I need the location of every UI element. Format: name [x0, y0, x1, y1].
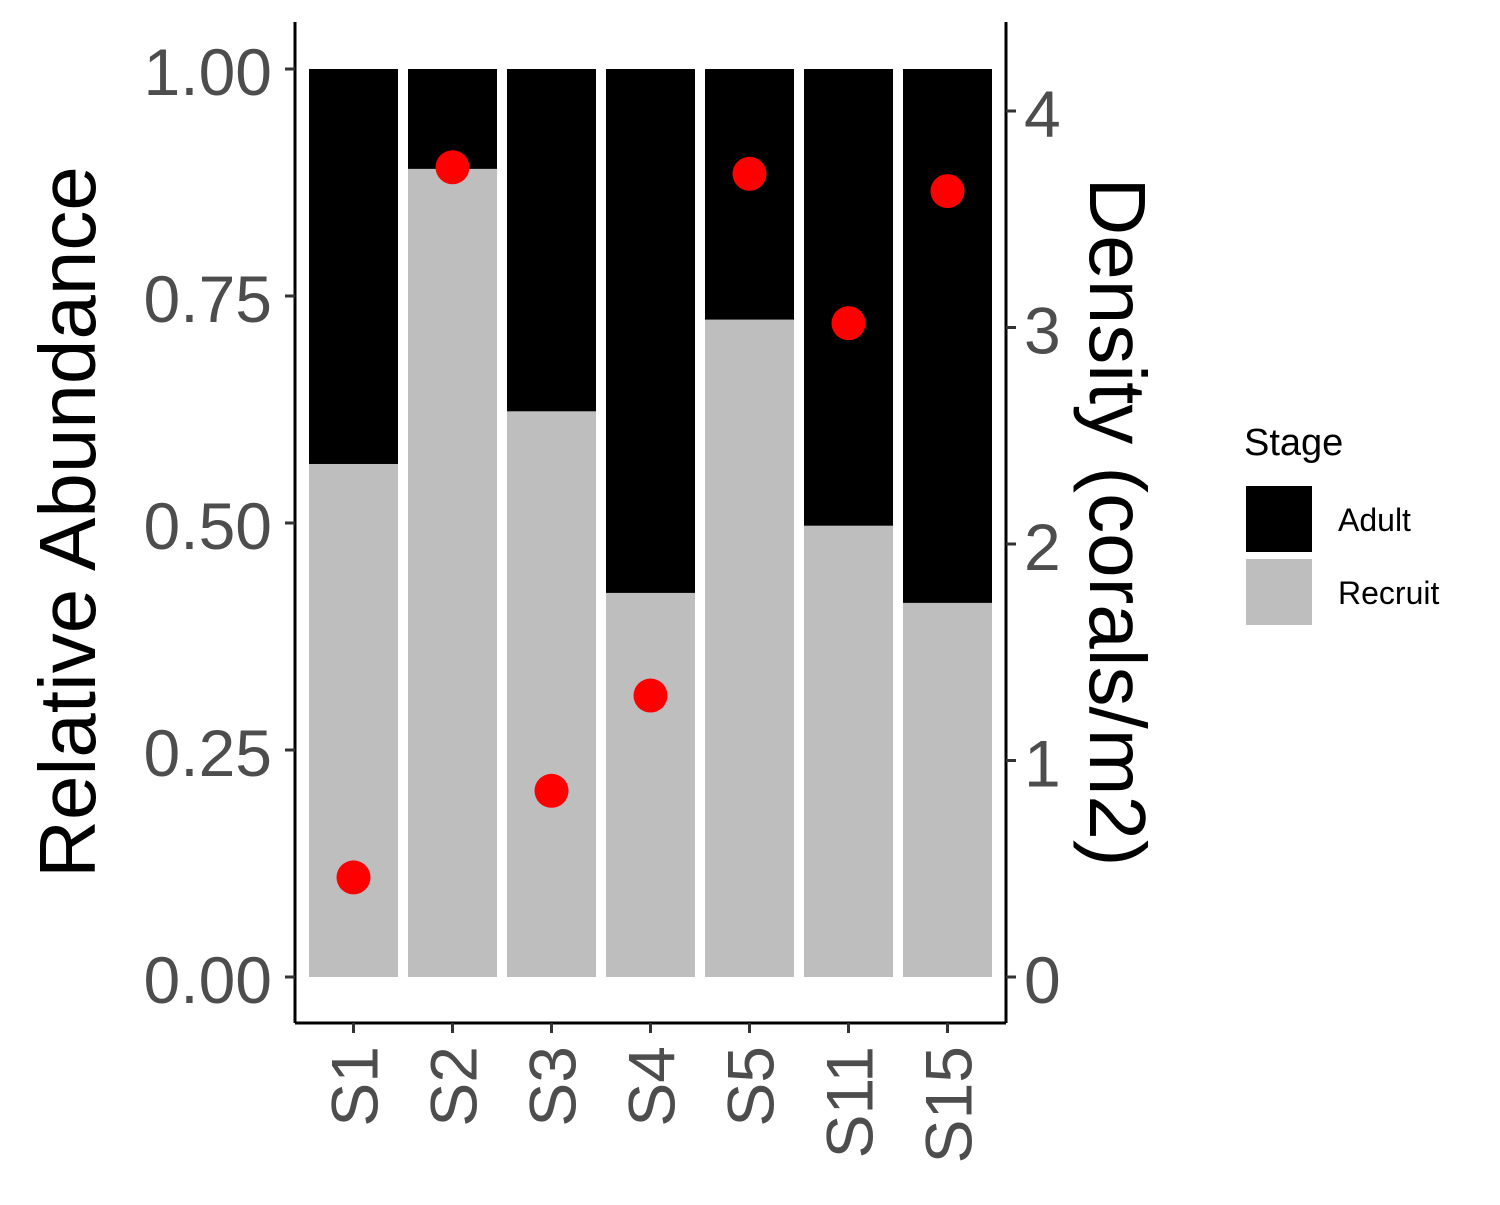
y2-axis-title: Density (corals/m2) [1073, 177, 1162, 866]
bar-adult-s15 [903, 69, 992, 603]
bar-recruit-s4 [606, 592, 695, 977]
bar-adult-s5 [705, 69, 794, 320]
legend-swatch-adult [1246, 486, 1312, 552]
legend-label-recruit: Recruit [1338, 575, 1439, 611]
x-tick-label: S1 [318, 1046, 392, 1127]
bar-recruit-s2 [408, 168, 497, 977]
y-tick-label: 0.75 [144, 262, 272, 336]
x-tick-label: S3 [516, 1046, 590, 1127]
bar-recruit-s15 [903, 602, 992, 977]
y2-tick-label: 0 [1024, 943, 1061, 1017]
density-point-s5 [732, 156, 767, 191]
density-point-s2 [435, 150, 470, 185]
legend-swatch-recruit [1246, 559, 1312, 625]
x-tick-label: S2 [417, 1046, 491, 1127]
legend-label-adult: Adult [1338, 502, 1411, 538]
y-axis-title: Relative Abundance [23, 166, 112, 878]
bar-recruit-s1 [309, 463, 398, 978]
y-tick-label: 0.00 [144, 943, 272, 1017]
density-point-s1 [336, 860, 371, 895]
legend: Stage Adult Recruit [1244, 422, 1439, 625]
y-tick-label: 0.50 [144, 489, 272, 563]
y-tick-label: 0.25 [144, 716, 272, 790]
points-layer [336, 150, 965, 895]
bar-adult-s3 [507, 69, 596, 412]
density-point-s3 [534, 773, 569, 808]
x-tick-label: S11 [813, 1046, 887, 1159]
bar-adult-s11 [804, 69, 893, 526]
bar-recruit-s5 [705, 319, 794, 977]
bar-adult-s4 [606, 69, 695, 593]
density-point-s4 [633, 678, 668, 713]
x-tick-label: S4 [615, 1046, 689, 1127]
y2-tick-label: 1 [1024, 727, 1061, 801]
bar-adult-s1 [309, 69, 398, 464]
y2-tick-label: 3 [1024, 294, 1061, 368]
x-tick-label: S15 [912, 1046, 986, 1163]
bar-recruit-s11 [804, 525, 893, 977]
x-tick-label: S5 [714, 1046, 788, 1127]
bar-recruit-s3 [507, 411, 596, 977]
legend-title: Stage [1244, 422, 1343, 464]
density-point-s15 [930, 174, 965, 209]
y-tick-label: 1.00 [144, 35, 272, 109]
density-point-s11 [831, 306, 866, 341]
y2-tick-label: 2 [1024, 510, 1061, 584]
ticks-layer: 0.00 0.25 0.50 0.75 1.00 0 1 2 3 4 S1 S2 S3 S4 S5 S11 S1… [144, 35, 1061, 1163]
y2-tick-label: 4 [1024, 77, 1061, 151]
bars-layer [309, 69, 992, 978]
